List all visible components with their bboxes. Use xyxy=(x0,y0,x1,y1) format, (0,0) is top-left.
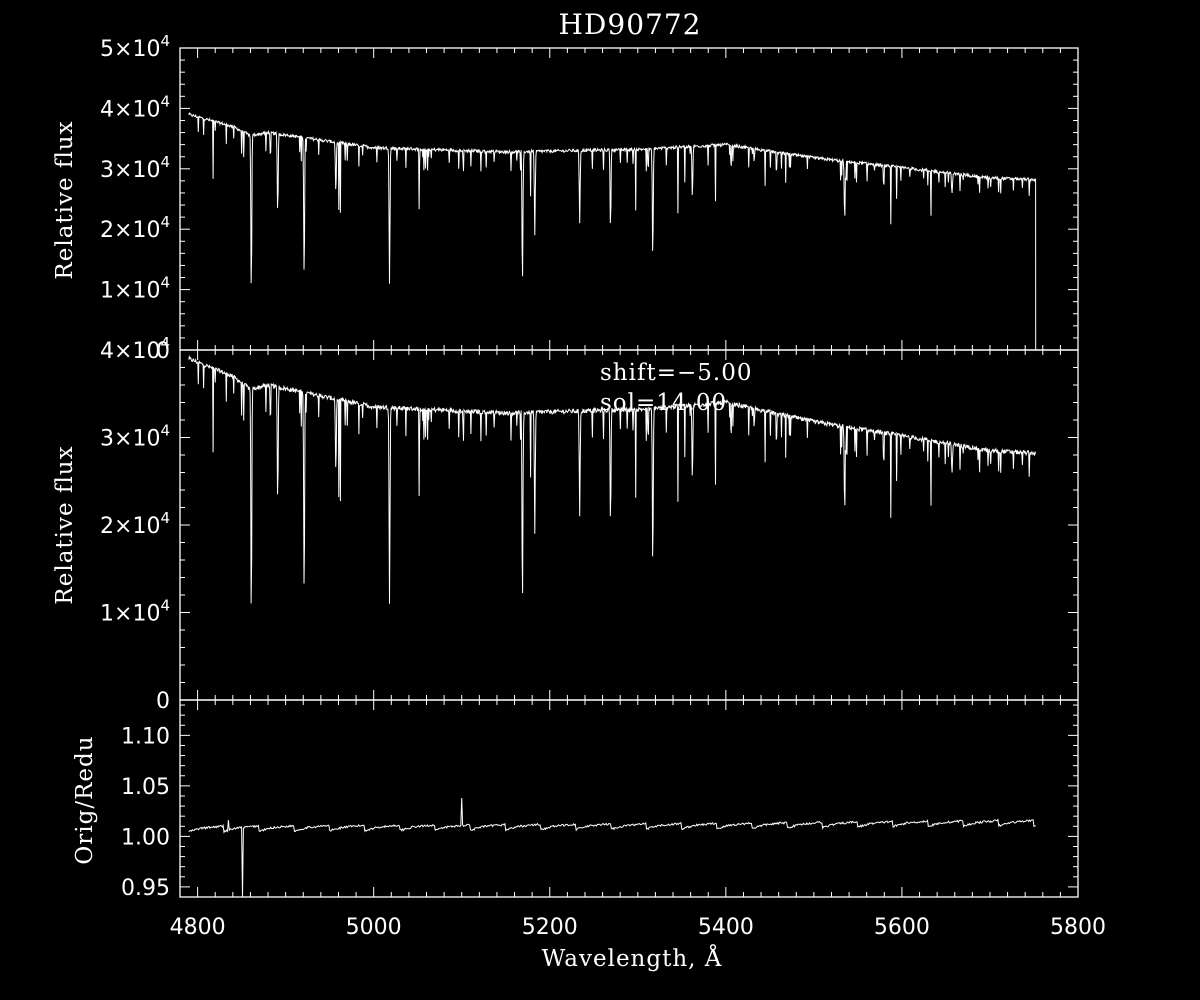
y-tick-label: 3×104 xyxy=(100,422,170,452)
y-tick-label: 1.05 xyxy=(121,775,170,800)
panel-3-frame xyxy=(179,699,1079,898)
x-tick-label: 5200 xyxy=(522,915,578,940)
y-tick-label: 2×104 xyxy=(100,213,170,243)
y-tick-label: 4×104 xyxy=(100,92,170,122)
x-tick-label: 5400 xyxy=(698,915,754,940)
panel-2-ylabel: Relative flux xyxy=(52,445,78,604)
spectrum-original-line xyxy=(188,111,1037,351)
x-tick-label: 5600 xyxy=(874,915,930,940)
y-tick-label: 0.95 xyxy=(121,876,170,901)
y-tick-label: 5×104 xyxy=(100,32,170,62)
ratio-line xyxy=(188,797,1036,898)
spectrum-reduced-line xyxy=(188,354,1037,604)
x-tick-label: 5800 xyxy=(1050,915,1106,940)
y-tick-label: 0 xyxy=(156,689,170,714)
spectrum-series xyxy=(188,111,1037,898)
x-tick-label: 5000 xyxy=(346,915,402,940)
y-tick-label: 1.10 xyxy=(121,724,170,749)
y-tick-label: 0 xyxy=(156,339,170,364)
y-tick-label: 1×104 xyxy=(100,597,170,627)
panel-3-ylabel: Orig/Redu xyxy=(72,735,98,864)
panel-1-ylabel: Relative flux xyxy=(52,120,78,279)
shift-annotation: shift=−5.00 xyxy=(600,360,752,386)
tick-labels: 4800 5000 5200 5400 5600 5800 0 1×104 2×104 3×104… xyxy=(100,32,1106,940)
chart-title: HD90772 xyxy=(559,8,702,41)
x-axis-label: Wavelength, Å xyxy=(542,944,723,972)
y-tick-label: 3×104 xyxy=(100,153,170,183)
x-tick-label: 4800 xyxy=(170,915,226,940)
y-tick-label: 4×104 xyxy=(100,334,170,364)
y-tick-label: 1.00 xyxy=(121,825,170,850)
axis-ticks xyxy=(180,47,1079,898)
y-tick-label: 2×104 xyxy=(100,509,170,539)
y-tick-label: 1×104 xyxy=(100,274,170,304)
